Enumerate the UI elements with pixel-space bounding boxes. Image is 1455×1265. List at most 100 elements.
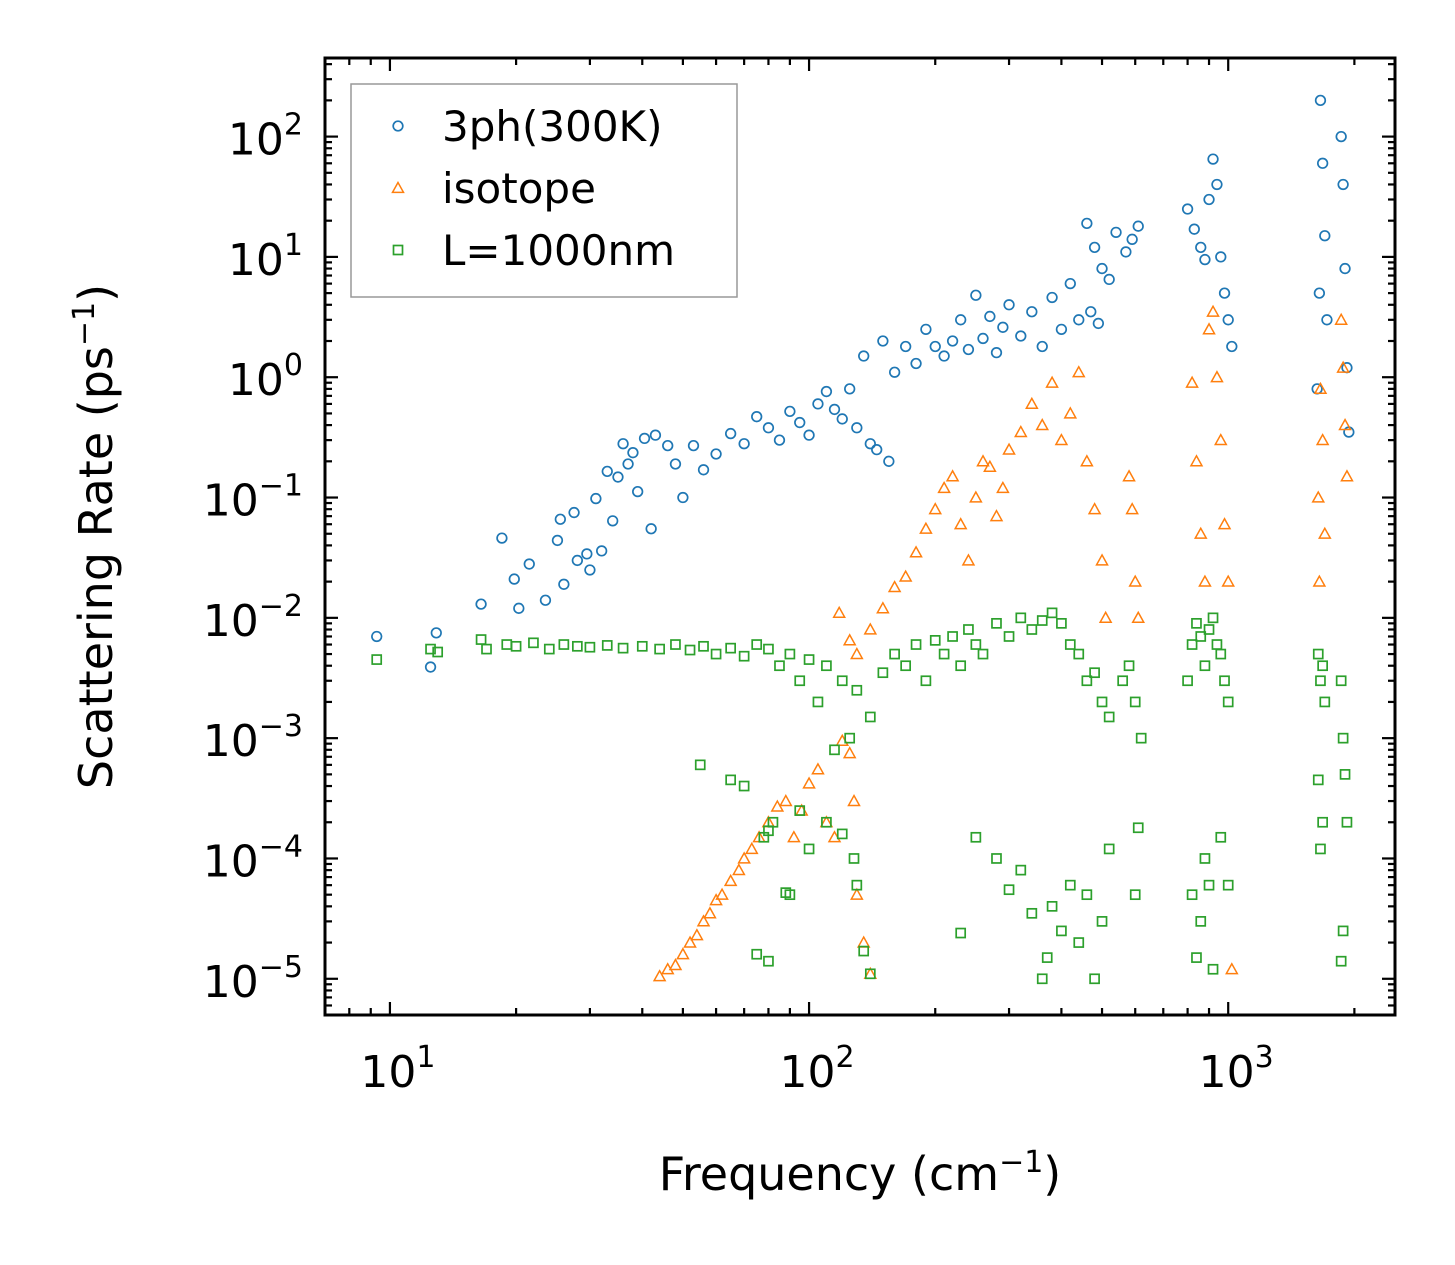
data-point <box>877 667 889 679</box>
data-point <box>1311 490 1326 503</box>
data-point <box>811 762 825 775</box>
legend-box <box>350 83 738 298</box>
data-point <box>601 465 613 478</box>
data-point <box>698 640 709 652</box>
data-point <box>1046 900 1058 912</box>
data-point <box>1122 469 1136 482</box>
data-point <box>847 794 861 807</box>
data-point <box>475 634 487 645</box>
data-point <box>983 459 997 472</box>
data-point <box>1002 442 1016 455</box>
data-point <box>991 853 1002 864</box>
data-point <box>1207 153 1219 165</box>
data-point <box>850 887 864 900</box>
data-point <box>1317 660 1328 672</box>
data-point <box>1225 962 1239 975</box>
data-point <box>652 969 667 982</box>
data-point <box>1312 574 1327 587</box>
legend-label: isotope <box>442 164 596 213</box>
data-point <box>1131 610 1146 623</box>
data-point <box>683 935 697 948</box>
data-point <box>649 429 662 441</box>
data-point <box>1186 889 1198 901</box>
y-tick-label: 100 <box>228 348 303 406</box>
data-point <box>832 605 846 619</box>
data-point <box>687 439 700 452</box>
data-point <box>1211 178 1223 191</box>
data-point <box>1081 675 1093 687</box>
data-point <box>842 746 857 759</box>
data-point <box>1182 675 1193 687</box>
data-point <box>1321 314 1333 326</box>
data-point <box>1315 843 1326 855</box>
data-point <box>1128 574 1142 587</box>
data-point <box>1217 517 1232 530</box>
data-point <box>1073 937 1085 948</box>
data-point <box>523 558 535 570</box>
data-point <box>1337 178 1349 191</box>
data-point <box>710 448 722 460</box>
data-point <box>617 438 629 450</box>
data-point <box>723 873 738 887</box>
data-point <box>848 853 860 864</box>
data-point <box>1319 230 1331 242</box>
data-point <box>1186 639 1198 650</box>
data-points <box>371 94 1355 985</box>
data-point <box>1312 774 1324 786</box>
data-point <box>697 464 710 476</box>
data-point <box>763 643 774 655</box>
series-3ph(300K) <box>371 94 1355 673</box>
data-point <box>617 642 629 654</box>
data-point <box>1117 675 1129 687</box>
data-point <box>836 828 848 840</box>
data-point <box>1211 639 1223 650</box>
data-point <box>1219 675 1230 687</box>
data-point <box>863 622 878 635</box>
data-point <box>1003 884 1015 896</box>
data-point <box>969 490 983 503</box>
data-point <box>751 639 763 650</box>
data-point <box>970 831 982 843</box>
data-point <box>989 509 1004 522</box>
data-point <box>1026 624 1038 635</box>
data-point <box>1120 246 1132 258</box>
data-point <box>829 744 840 756</box>
y-tick-label: 102 <box>228 108 303 166</box>
data-point <box>1096 262 1108 275</box>
data-point <box>1195 631 1207 642</box>
data-point <box>763 955 774 967</box>
data-point <box>858 350 870 362</box>
data-point <box>732 863 746 876</box>
data-point <box>946 335 959 347</box>
data-point <box>787 830 801 843</box>
data-point <box>938 648 950 660</box>
data-point <box>558 578 570 590</box>
data-point <box>1181 203 1194 215</box>
data-point <box>803 429 815 441</box>
data-point <box>1126 233 1138 245</box>
data-point <box>696 914 711 927</box>
data-point <box>590 492 602 505</box>
data-point <box>1343 426 1355 438</box>
data-point <box>690 928 704 941</box>
data-point <box>371 654 383 665</box>
data-point <box>601 640 613 651</box>
data-point <box>961 553 976 566</box>
series-L=1000nm <box>371 607 1353 985</box>
data-point <box>929 635 941 646</box>
data-point <box>1129 696 1141 708</box>
data-point <box>584 564 596 576</box>
data-point <box>738 650 750 662</box>
data-point <box>802 776 816 789</box>
data-point <box>1064 277 1076 290</box>
data-point <box>762 422 775 434</box>
data-point <box>715 887 729 900</box>
data-point <box>676 947 690 960</box>
data-point <box>738 780 750 792</box>
data-point <box>851 879 863 891</box>
data-point <box>1312 648 1324 660</box>
plot-frame <box>323 56 1397 1017</box>
data-point <box>889 648 900 660</box>
data-point <box>1185 375 1199 388</box>
data-point <box>990 347 1003 359</box>
